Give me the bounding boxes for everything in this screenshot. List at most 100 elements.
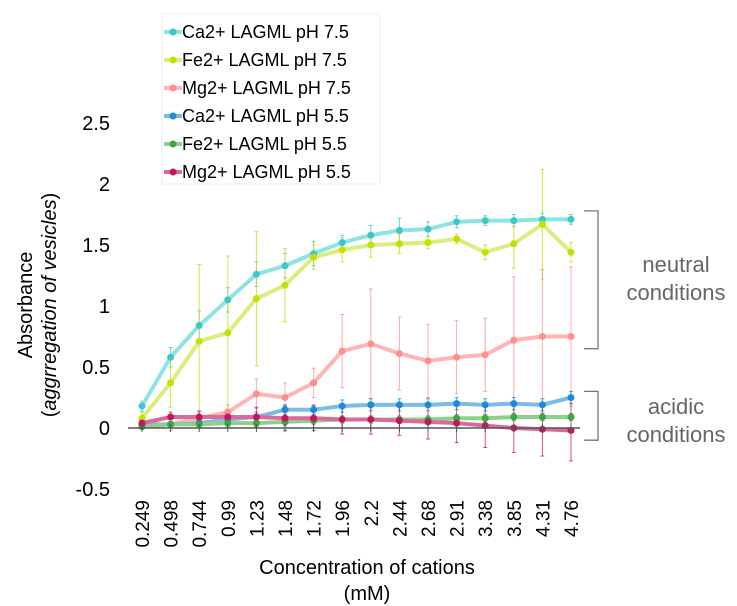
- y-tick-label: 1.5: [82, 235, 110, 257]
- data-point: [538, 220, 546, 228]
- data-point: [252, 390, 260, 398]
- annotation-label: neutral: [642, 252, 709, 277]
- x-tick-label: 1.96: [333, 500, 354, 537]
- data-point: [481, 414, 489, 422]
- x-axis-label: Concentration of cations: [259, 557, 475, 579]
- data-point: [224, 296, 232, 304]
- legend-swatch-marker: [169, 28, 177, 36]
- x-tick-label: 2.68: [419, 500, 440, 537]
- data-point: [138, 414, 146, 422]
- data-point: [252, 295, 260, 303]
- data-point: [567, 413, 575, 421]
- series-line: [140, 217, 573, 409]
- y-tick-label: 2.5: [82, 113, 110, 135]
- data-point: [367, 241, 375, 249]
- annotation-bracket: [584, 390, 599, 441]
- data-point: [424, 225, 432, 233]
- data-point: [453, 414, 461, 422]
- data-point: [367, 401, 375, 409]
- series-line: [140, 334, 573, 427]
- data-point: [338, 415, 346, 423]
- data-point: [281, 281, 289, 289]
- series-line: [140, 395, 573, 427]
- data-point: [567, 215, 575, 223]
- axes: 2.5 2 1.5 1 0.5 0 -0.5 0.249 0.498 0.744 0.99 1.23 1…: [76, 113, 583, 548]
- data-point: [510, 400, 518, 408]
- data-point: [453, 419, 461, 427]
- data-point: [310, 414, 318, 422]
- x-tick-label: 0.744: [190, 500, 211, 548]
- data-point: [167, 379, 175, 387]
- data-point: [453, 235, 461, 243]
- data-point: [481, 351, 489, 359]
- data-point: [167, 413, 175, 421]
- x-tick-label: 1.23: [247, 500, 268, 537]
- data-point: [224, 329, 232, 337]
- legend-label: Ca2+ LAGML pH 7.5: [182, 22, 349, 42]
- x-tick-label: 3.85: [505, 500, 526, 537]
- data-point: [538, 401, 546, 409]
- series-line: [140, 415, 573, 433]
- data-point: [138, 402, 146, 410]
- data-point: [195, 413, 203, 421]
- series-line: [140, 222, 573, 421]
- legend-label: Mg2+ LAGML pH 7.5: [182, 78, 351, 98]
- y-tick-label: 0: [99, 418, 110, 440]
- x-axis-unit: (mM): [344, 583, 391, 605]
- annotation-label: conditions: [626, 280, 725, 305]
- data-point: [338, 347, 346, 355]
- data-point: [281, 406, 289, 414]
- data-point: [281, 262, 289, 270]
- data-point: [481, 248, 489, 256]
- data-point: [510, 413, 518, 421]
- data-point: [338, 246, 346, 254]
- data-point: [252, 270, 260, 278]
- legend-swatch-marker: [169, 84, 177, 92]
- data-point: [510, 217, 518, 225]
- legend-swatch-marker: [169, 168, 177, 176]
- legend-label: Fe2+ LAGML pH 5.5: [182, 134, 347, 154]
- data-point: [481, 401, 489, 409]
- data-point: [481, 217, 489, 225]
- data-point: [395, 401, 403, 409]
- data-point: [567, 333, 575, 340]
- annotation-label: acidic: [648, 394, 704, 419]
- data-point: [195, 322, 203, 330]
- data-point: [224, 408, 232, 416]
- data-point: [281, 414, 289, 422]
- data-point: [395, 226, 403, 234]
- data-point: [538, 333, 546, 340]
- data-point: [424, 401, 432, 409]
- data-point: [310, 253, 318, 261]
- data-point: [424, 418, 432, 426]
- data-point: [510, 336, 518, 344]
- data-point: [567, 248, 575, 256]
- data-point: [453, 218, 461, 226]
- y-tick-label: 0.5: [82, 357, 110, 379]
- y-tick-label: -0.5: [76, 479, 110, 501]
- data-point: [538, 215, 546, 223]
- data-point: [167, 353, 175, 361]
- x-tick-label: 4.76: [562, 500, 583, 537]
- x-tick-label: 0.99: [219, 500, 240, 537]
- y-axis-sublabel-text: aggrregation of vesicles: [39, 199, 61, 410]
- data-point: [395, 417, 403, 425]
- data-point: [310, 379, 318, 387]
- annotations: neutral conditions acidic conditions: [584, 210, 726, 447]
- data-point: [138, 419, 146, 427]
- legend-label: Ca2+ LAGML pH 5.5: [182, 106, 349, 126]
- x-tick-label: 2.44: [390, 500, 411, 537]
- data-point: [424, 357, 432, 365]
- y-tick-label: 1: [99, 296, 110, 318]
- legend-swatch-marker: [169, 140, 177, 148]
- data-point: [453, 400, 461, 408]
- x-tick-label: 0.498: [162, 500, 183, 548]
- data-point: [281, 394, 289, 401]
- data-point: [367, 340, 375, 348]
- data-point: [310, 406, 318, 414]
- data-point: [424, 239, 432, 247]
- series-points: [138, 215, 575, 434]
- data-point: [395, 350, 403, 358]
- y-tick-label: 2: [99, 174, 110, 196]
